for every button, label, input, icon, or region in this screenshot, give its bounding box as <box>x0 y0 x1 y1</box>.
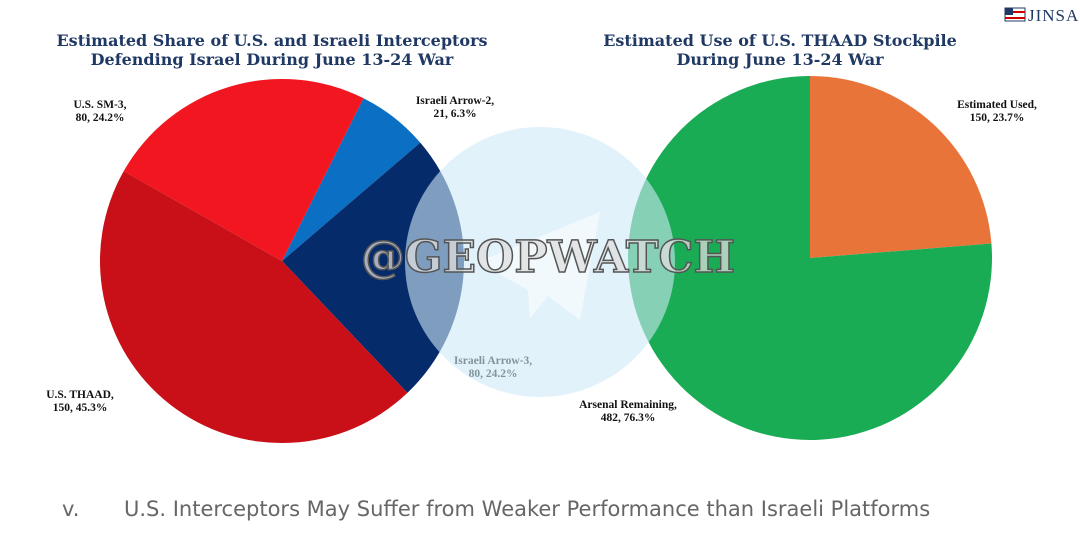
logo: JINSA <box>1004 6 1079 25</box>
slice-label: Arsenal Remaining, <box>579 399 677 411</box>
logo-flag-canton <box>1005 8 1013 15</box>
chart-title: Defending Israel During June 13-24 War <box>91 50 454 69</box>
chart-title: Estimated Use of U.S. THAAD Stockpile <box>603 31 957 50</box>
pie-slice <box>100 171 408 443</box>
slice-label: Israeli Arrow-2, <box>416 95 494 107</box>
watermark: @GEOPWATCH <box>360 127 736 397</box>
watermark-text: @GEOPWATCH <box>361 232 735 283</box>
slice-label: U.S. THAAD, <box>46 389 114 401</box>
caption-marker: v. <box>62 497 79 521</box>
charts: Estimated Share of U.S. and Israeli Inte… <box>46 31 1037 443</box>
slice-value-label: 80, 24.2% <box>76 112 125 124</box>
chart-title: During June 13-24 War <box>676 50 884 69</box>
pie-chart: Estimated Use of U.S. THAAD StockpileDur… <box>579 31 1037 440</box>
slice-label: Estimated Used, <box>957 99 1037 111</box>
slice-label: U.S. SM-3, <box>73 99 126 111</box>
logo-text: JINSA <box>1028 6 1079 25</box>
chart-title: Estimated Share of U.S. and Israeli Inte… <box>56 31 487 50</box>
caption-text: U.S. Interceptors May Suffer from Weaker… <box>124 497 930 521</box>
pie-slice <box>628 76 992 440</box>
pie-slice <box>123 79 364 261</box>
slice-value-label: 21, 6.3% <box>433 108 476 120</box>
pie-slice <box>810 76 992 258</box>
watermark-icon <box>478 212 600 320</box>
slice-value-label: 150, 23.7% <box>970 112 1025 124</box>
slice-value-label: 150, 45.3% <box>53 402 108 414</box>
pie-slice <box>282 98 421 261</box>
slice-value-label: 482, 76.3% <box>601 412 656 424</box>
